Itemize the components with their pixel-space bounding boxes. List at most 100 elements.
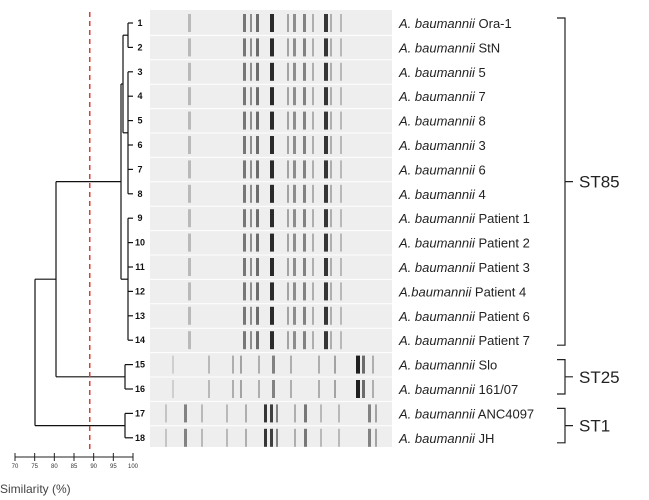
gel-band (312, 14, 314, 32)
gel-band (340, 233, 342, 252)
group-st25: ST25 (557, 359, 620, 395)
gel-band (256, 62, 259, 81)
gel-band (338, 404, 340, 423)
gel-band (303, 14, 306, 32)
gel-band (293, 111, 296, 130)
gel-band (340, 282, 342, 301)
lane-number: 13 (135, 311, 145, 321)
gel-band (303, 282, 306, 301)
axis-tick-label: 90 (90, 464, 97, 470)
gel-band (330, 111, 332, 130)
lane-number: 18 (135, 433, 145, 443)
gel-band (312, 38, 314, 57)
lane-number: 5 (137, 116, 142, 126)
gel-band (232, 380, 234, 398)
gel-band (188, 87, 191, 106)
gel-band (318, 355, 320, 374)
lane-number: 8 (137, 189, 142, 199)
gel-band (287, 282, 289, 301)
gel-lane (165, 428, 377, 447)
gel-band (290, 355, 292, 374)
gel-band (330, 209, 332, 228)
gel-band (293, 38, 296, 57)
gel-band (184, 428, 187, 447)
gel-band (165, 404, 167, 423)
gel-band (172, 380, 174, 398)
gel-band (243, 14, 246, 32)
gel-band (188, 14, 191, 32)
group-label: ST85 (579, 173, 620, 192)
gel-band (303, 331, 306, 350)
gel-band (256, 136, 259, 154)
gel-band (240, 380, 242, 398)
strain-name: 3 (475, 138, 486, 153)
gel-band (375, 404, 377, 423)
gel-band (165, 428, 167, 447)
gel-band (293, 136, 296, 154)
gel-band (324, 38, 328, 57)
gel-band (270, 160, 274, 179)
gel-band (330, 62, 332, 81)
gel-band (188, 306, 191, 325)
gel-band (258, 355, 260, 374)
gel-lane (188, 111, 342, 130)
gel-band (334, 355, 336, 374)
gel-band (208, 380, 210, 398)
gel-band (256, 233, 259, 252)
gel-band (250, 233, 252, 252)
gel-band (270, 38, 274, 57)
gel-band (303, 184, 306, 203)
gel-band (330, 331, 332, 350)
lane-number: 17 (135, 408, 145, 418)
gel-band (340, 209, 342, 228)
gel-band (256, 14, 259, 32)
gel-band (324, 258, 328, 276)
gel-band (340, 136, 342, 154)
gel-band (188, 258, 191, 276)
axis-tick-label: 70 (12, 464, 19, 470)
group-label: ST1 (579, 417, 610, 436)
lane-label: A. baumannii 7 (398, 89, 486, 104)
gel-band (270, 258, 274, 276)
lane-number: 9 (137, 213, 142, 223)
gel-band (318, 380, 320, 398)
gel-band (243, 233, 246, 252)
strain-name: Slo (475, 358, 497, 373)
group-bracket (557, 17, 573, 346)
gel-band (368, 404, 371, 423)
gel-band (312, 62, 314, 81)
gel-band (245, 404, 247, 423)
lane-label: A. baumannii 8 (398, 114, 486, 129)
gel-band (324, 111, 328, 130)
gel-band (324, 233, 328, 252)
gel-band (256, 87, 259, 106)
gel-band (287, 306, 289, 325)
gel-band (243, 258, 246, 276)
gel-band (312, 233, 314, 252)
gel-band (324, 331, 328, 350)
gel-band (250, 87, 252, 106)
lane-number: 12 (135, 286, 145, 296)
dendrogram-tree (34, 22, 133, 439)
gel-band (340, 62, 342, 81)
gel-band (256, 111, 259, 130)
gel-band (303, 136, 306, 154)
gel-band (312, 258, 314, 276)
gel-band (276, 404, 278, 423)
gel-band (256, 331, 259, 350)
gel-band (303, 160, 306, 179)
gel-band (372, 380, 374, 398)
strain-name: ANC4097 (475, 406, 534, 421)
strain-name: Patient 3 (475, 260, 530, 275)
gel-lane (188, 233, 342, 252)
gel-band (250, 136, 252, 154)
gel-band (324, 136, 328, 154)
gel-band (256, 258, 259, 276)
gel-band (270, 14, 274, 32)
gel-band (243, 184, 246, 203)
gel-band (368, 428, 371, 447)
species-name: A. baumannii (398, 431, 476, 446)
gel-band (201, 404, 203, 423)
gel-band (250, 111, 252, 130)
